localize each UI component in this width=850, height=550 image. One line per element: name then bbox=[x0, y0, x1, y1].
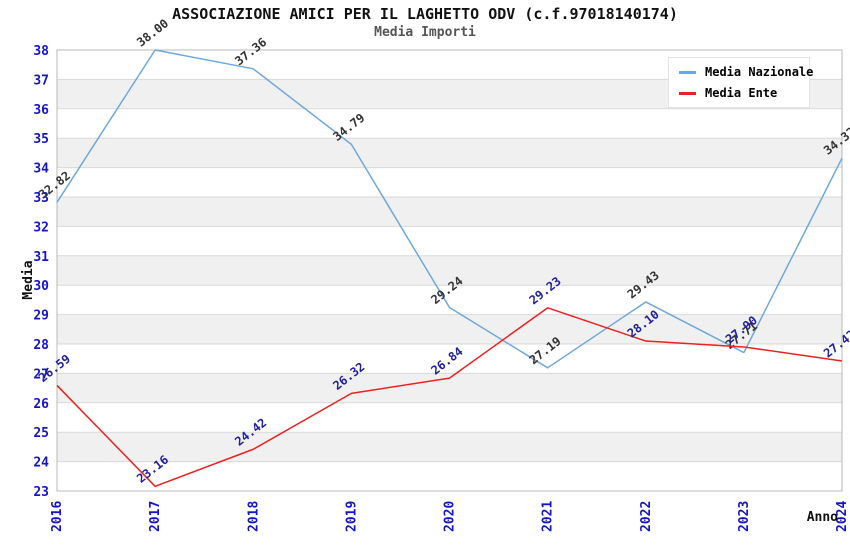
y-tick-label: 24 bbox=[33, 456, 49, 471]
plot-band bbox=[57, 402, 842, 433]
x-tick-label: 2021 bbox=[541, 501, 556, 532]
y-tick-label: 35 bbox=[33, 132, 49, 147]
x-tick-label: 2019 bbox=[344, 501, 359, 532]
y-tick-label: 37 bbox=[33, 73, 49, 88]
plot-band bbox=[57, 461, 842, 491]
plot-band bbox=[57, 138, 842, 168]
data-point-label: 38.00 bbox=[134, 16, 171, 49]
plot-band bbox=[57, 226, 842, 256]
x-tick-label: 2016 bbox=[50, 501, 65, 532]
x-tick-label: 2022 bbox=[639, 501, 654, 532]
y-tick-label: 25 bbox=[33, 426, 49, 441]
x-tick-label: 2024 bbox=[835, 501, 850, 532]
plot-band bbox=[57, 108, 842, 139]
y-tick-label: 29 bbox=[33, 309, 49, 324]
legend-item-media-nazionale: Media Nazionale bbox=[679, 65, 813, 79]
y-tick-label: 28 bbox=[33, 338, 49, 353]
legend-line-sample-red bbox=[679, 91, 696, 95]
plot-band bbox=[57, 314, 842, 344]
x-tick-label: 2023 bbox=[737, 501, 752, 532]
legend-line-sample-blue bbox=[679, 70, 696, 74]
plot-band bbox=[57, 255, 842, 286]
y-tick-label: 23 bbox=[33, 485, 49, 500]
legend-item-media-ente: Media Ente bbox=[679, 86, 801, 100]
plot-band bbox=[57, 285, 842, 315]
y-tick-label: 36 bbox=[33, 103, 49, 118]
y-tick-label: 38 bbox=[33, 44, 49, 59]
plot-band bbox=[57, 167, 842, 197]
y-tick-label: 34 bbox=[33, 162, 49, 177]
legend-label: Media Nazionale bbox=[705, 65, 814, 79]
series-line-media-nazionale bbox=[56, 49, 843, 369]
legend: Media Nazionale Media Ente bbox=[668, 57, 813, 108]
y-tick-label: 26 bbox=[33, 397, 49, 412]
plot-band bbox=[57, 344, 842, 374]
chart-subtitle: Media Importi bbox=[374, 25, 476, 40]
plot-border bbox=[56, 49, 843, 492]
y-tick-label: 30 bbox=[33, 279, 49, 294]
y-tick-label: 27 bbox=[33, 367, 49, 382]
y-tick-label: 33 bbox=[33, 191, 49, 206]
x-tick-label: 2018 bbox=[246, 501, 261, 532]
x-tick-label: 2020 bbox=[443, 501, 458, 532]
plot-band bbox=[57, 432, 842, 462]
series-line-media-ente bbox=[56, 307, 843, 488]
legend-label: Media Ente bbox=[705, 86, 778, 100]
chart-title: ASSOCIAZIONE AMICI PER IL LAGHETTO ODV (… bbox=[172, 5, 678, 23]
y-tick-label: 32 bbox=[33, 220, 49, 235]
plot-band bbox=[57, 197, 842, 227]
y-axis-title: Media bbox=[21, 260, 36, 299]
x-axis-title: Anno bbox=[807, 510, 838, 525]
x-tick-label: 2017 bbox=[148, 501, 163, 532]
y-tick-label: 31 bbox=[33, 250, 49, 265]
